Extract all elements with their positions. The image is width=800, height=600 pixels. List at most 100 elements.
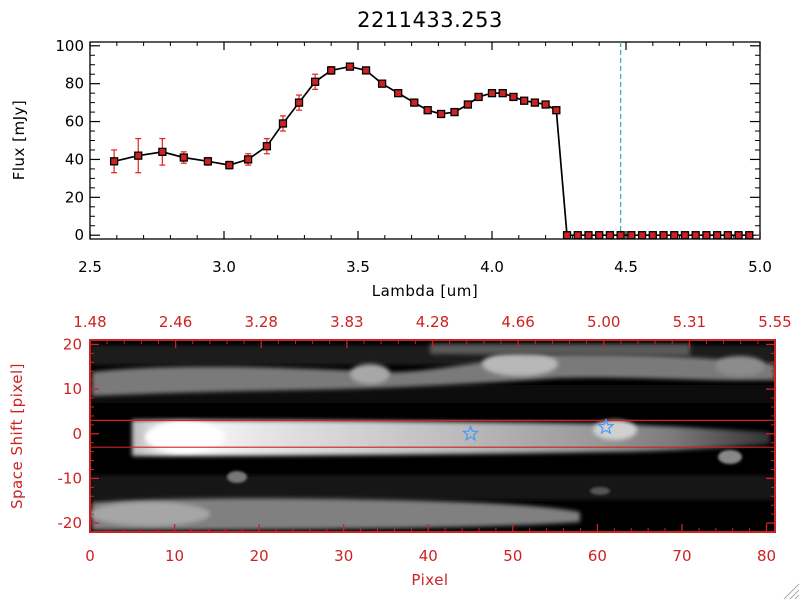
spectrum-data-point	[179, 153, 188, 162]
spectrum-y-tick-label: 100	[55, 37, 84, 55]
spectrum-data-point	[691, 231, 700, 240]
spectrum-data-point	[134, 151, 143, 160]
wavelength-top-tick-label: 2.46	[159, 313, 192, 331]
spectrum-data-point	[410, 98, 419, 107]
spectrum-data-point	[723, 231, 732, 240]
spectrum-data-point	[509, 92, 518, 102]
spectrum-x-axis: 2.5 3.0 3.5 4.0 4.5 5.0	[78, 42, 772, 276]
pixel-x-tick-label: 60	[588, 547, 607, 565]
spectrum-y-axis-title: Flux [mJy]	[10, 100, 28, 181]
spectrum-y-tick-label: 40	[65, 150, 84, 168]
spectrum-series-line	[113, 65, 750, 237]
wavelength-top-tick-label: 5.00	[587, 313, 620, 331]
resize-grip-icon[interactable]	[783, 583, 800, 600]
spectrum-data-point	[450, 107, 459, 117]
spectrum-y-tick-label: 60	[65, 113, 84, 131]
spectrum-plot-frame	[89, 41, 761, 240]
star-icon	[597, 417, 615, 435]
spectrum-y-axis: 0 20 40 60 80 100	[55, 37, 760, 244]
spectrum-data-point	[530, 98, 540, 107]
spectrum-data-point	[552, 106, 561, 115]
spectrum-data-point	[310, 77, 320, 86]
spectrum-data-point	[225, 160, 234, 170]
pixel-x-tick-label: 20	[250, 547, 269, 565]
spectrum-data-point	[262, 142, 272, 151]
spectrum-data-point	[474, 92, 483, 102]
spectrum-data-point	[616, 231, 625, 240]
spectrum-data-point	[377, 79, 387, 88]
wavelength-top-tick-label: 5.31	[673, 313, 706, 331]
pixel-x-tick-label: 30	[334, 547, 353, 565]
spectrum-data-point	[394, 88, 403, 98]
spectrum-data-point	[680, 231, 690, 240]
pixel-x-axis: 0 10 20 30 40 50 60 70 80	[85, 524, 776, 565]
spectrum-panel: 2211433.253 2.5 3.0 3.5 4.0 4.5 5.0 0 20 40 60 80…	[10, 8, 772, 300]
wavelength-top-tick-label: 3.83	[330, 313, 363, 331]
spectrum-data-point	[423, 106, 432, 115]
spectrum-data-point	[745, 231, 754, 240]
wavelength-top-tick-label: 4.66	[501, 313, 534, 331]
spectrum-data-point	[327, 66, 336, 75]
pixel-x-tick-label: 80	[757, 547, 776, 565]
source-position-markers	[461, 417, 615, 442]
pixel-x-axis-title: Pixel	[411, 571, 448, 589]
spectrum-data-point	[670, 231, 679, 240]
wavelength-top-axis: 1.48 2.46 3.28 3.83 4.28 4.66 5.00 5.31 5.55	[73, 313, 792, 348]
spectrum-data-point	[584, 231, 593, 240]
spectrum-y-tick-label: 80	[65, 75, 84, 93]
spectrum-data-point	[463, 100, 473, 109]
spectral-image	[90, 340, 775, 532]
spectrum-x-axis-title: Lambda [um]	[372, 282, 479, 300]
spectrum-data-point	[648, 231, 657, 240]
chart-title: 2211433.253	[357, 8, 503, 32]
space-shift-y-axis: -20 -10 0 10 20	[58, 335, 775, 532]
spectrum-x-tick-label: 4.5	[614, 258, 638, 276]
space-shift-y-axis-title: Space Shift [pixel]	[8, 363, 26, 509]
spectrum-data-point	[158, 147, 167, 157]
spectrum-data-point	[278, 119, 288, 128]
space-shift-tick-label: 10	[63, 380, 82, 398]
spectrum-data-point	[294, 98, 304, 107]
spectrum-data-point	[562, 231, 572, 240]
spectrum-x-tick-label: 3.0	[212, 258, 236, 276]
spectrum-data-point	[203, 157, 213, 166]
spectrum-data-point	[487, 88, 497, 98]
spectrum-y-tick-label: 0	[74, 226, 84, 244]
spectrum-data-point	[702, 231, 711, 240]
pixel-x-tick-label: 10	[165, 547, 184, 565]
spectrum-data-point	[109, 157, 119, 166]
spectrum-y-tick-label: 20	[65, 188, 84, 206]
spectrum-data-point	[605, 231, 615, 240]
pixel-x-tick-label: 40	[419, 547, 438, 565]
wavelength-top-tick-label: 4.28	[416, 313, 449, 331]
spectrum-data-point	[659, 231, 668, 240]
spectrum-data-point	[712, 231, 722, 240]
spectral-image-panel: 0 10 20 30 40 50 60 70 80 -20 -10 0 10 20 1.48 2.46 3.…	[8, 313, 792, 589]
spectrum-data-point	[361, 66, 371, 75]
spectrum-data-point	[520, 96, 529, 105]
spectrum-data-point	[498, 88, 507, 98]
space-shift-tick-label: 20	[63, 335, 82, 353]
star-icon	[461, 424, 480, 442]
wavelength-top-tick-label: 5.55	[758, 313, 791, 331]
space-shift-tick-label: -20	[58, 514, 83, 532]
pixel-x-tick-label: 50	[503, 547, 522, 565]
spectrum-data-point	[595, 231, 604, 240]
spectrum-data-point	[541, 100, 550, 109]
spectrum-x-tick-label: 4.0	[480, 258, 504, 276]
pixel-x-tick-label: 0	[85, 547, 95, 565]
spectrum-data-point	[243, 155, 253, 164]
spectrum-markers	[109, 62, 754, 240]
spectrum-data-point	[573, 231, 582, 240]
space-shift-tick-label: -10	[58, 469, 83, 487]
spectrum-data-point	[734, 231, 743, 240]
spectrum-x-tick-label: 3.5	[346, 258, 370, 276]
spectrum-data-point	[436, 109, 446, 119]
spectrum-data-point	[345, 62, 355, 71]
spectrum-data-point	[637, 231, 647, 240]
spectrum-x-tick-label: 5.0	[748, 258, 772, 276]
spectrum-data-point	[627, 231, 636, 240]
space-shift-tick-label: 0	[72, 425, 82, 443]
